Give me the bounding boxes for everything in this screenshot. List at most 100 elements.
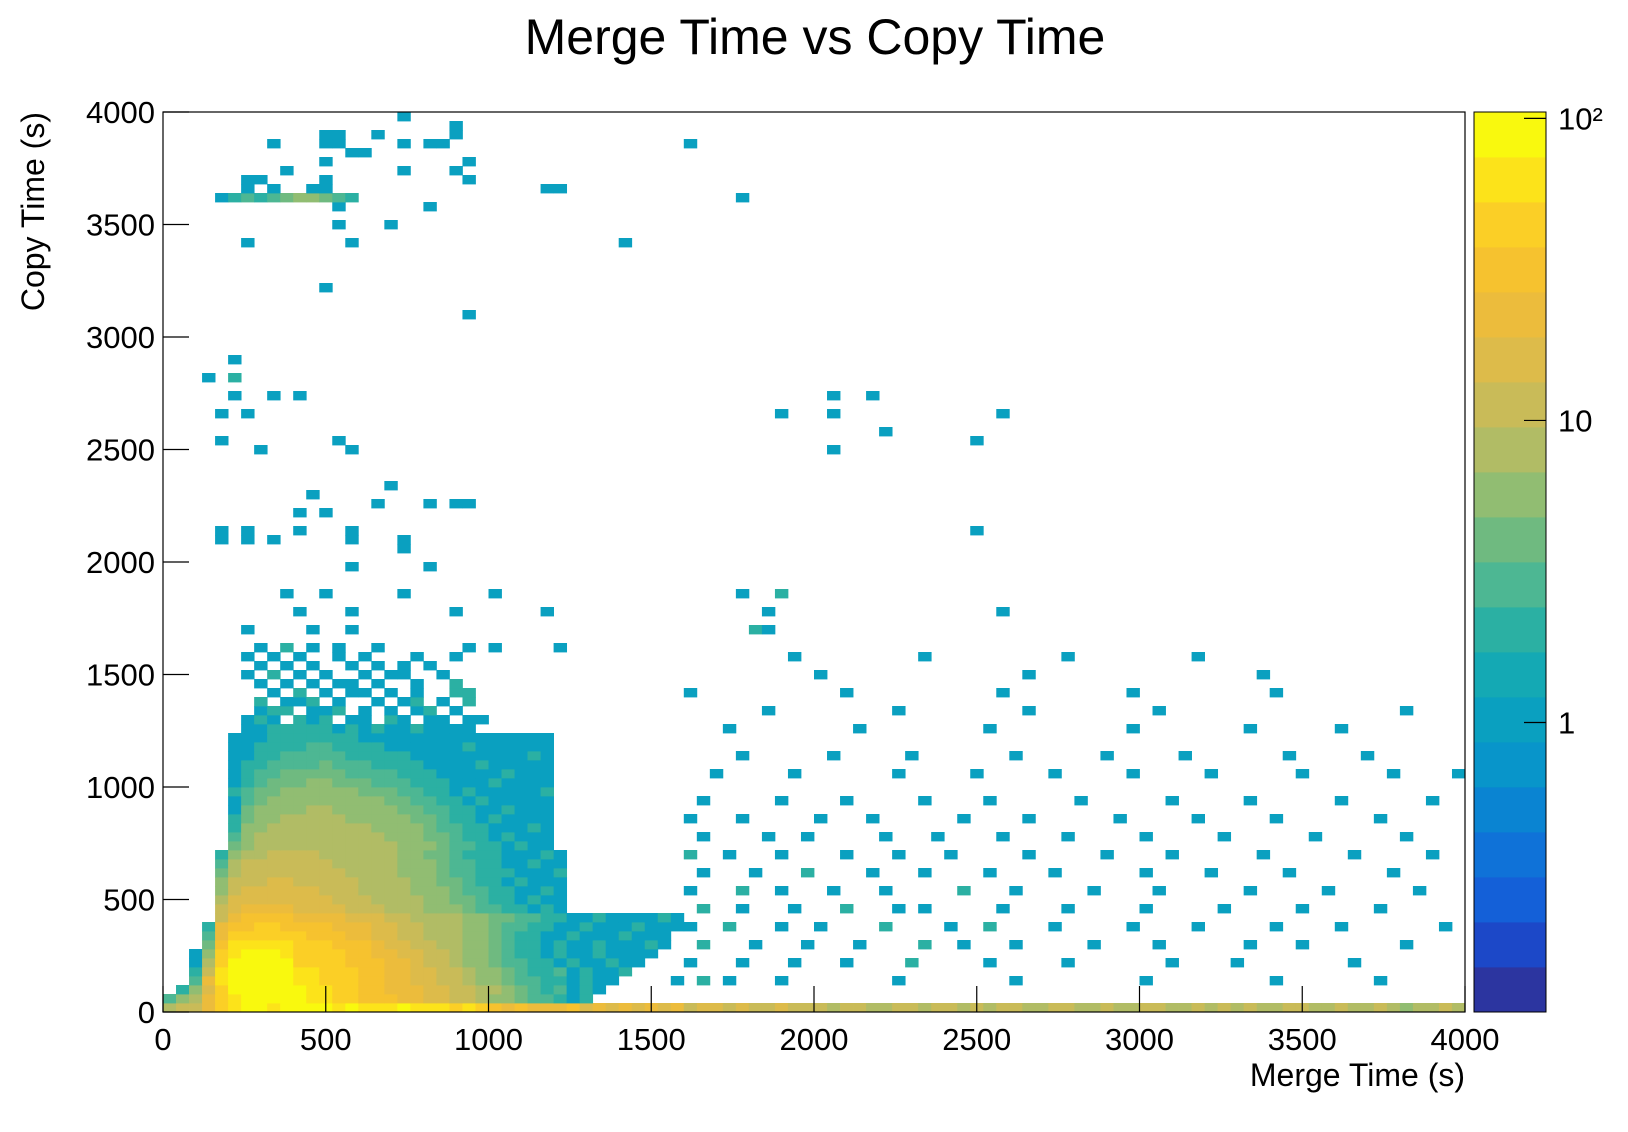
cell	[514, 967, 528, 977]
cell	[475, 742, 489, 752]
cell	[410, 994, 424, 1004]
cell	[436, 796, 450, 806]
cell	[774, 922, 789, 932]
cell	[1282, 1003, 1297, 1013]
cell	[358, 850, 372, 860]
cell	[566, 976, 581, 986]
cell	[553, 976, 568, 986]
cell	[293, 751, 307, 761]
cell	[410, 922, 424, 932]
y-tick-label: 4000	[86, 95, 155, 130]
cell	[540, 184, 554, 194]
cell	[774, 796, 789, 806]
cell	[540, 823, 554, 833]
cell	[1061, 832, 1075, 842]
cell	[918, 652, 932, 662]
cell	[280, 193, 294, 203]
cell	[410, 742, 424, 752]
cell	[163, 994, 177, 1004]
cell	[423, 877, 437, 887]
cell	[345, 931, 359, 941]
cell	[488, 805, 502, 815]
cell	[397, 922, 411, 932]
cell	[306, 904, 320, 914]
cell	[1334, 724, 1349, 734]
cell	[332, 643, 346, 653]
cell	[553, 904, 568, 914]
cell	[553, 868, 568, 878]
cell	[970, 526, 984, 536]
cell	[579, 1003, 594, 1013]
cell	[1269, 922, 1284, 932]
cell	[1243, 940, 1258, 950]
cell	[293, 697, 307, 707]
cell	[371, 661, 385, 671]
cell	[696, 976, 711, 986]
cell	[332, 940, 346, 950]
cell	[371, 904, 385, 914]
cell	[436, 967, 450, 977]
colorbar-tick-label: 10	[1558, 403, 1592, 438]
cell	[1126, 769, 1140, 779]
cell	[332, 436, 346, 446]
cell	[579, 931, 594, 941]
cell	[293, 769, 307, 779]
colorbar-tick-label: 1	[1558, 705, 1575, 740]
cell	[683, 922, 698, 932]
colorbar-tick-label: 10²	[1558, 101, 1603, 136]
cell	[241, 787, 255, 797]
cell	[345, 445, 359, 455]
cell	[293, 841, 307, 851]
cell	[358, 994, 372, 1004]
cell	[410, 1003, 424, 1013]
cell	[1165, 1003, 1179, 1013]
cell	[423, 931, 437, 941]
cell	[345, 985, 359, 995]
cell	[840, 904, 854, 914]
cell	[371, 850, 385, 860]
cell	[449, 850, 463, 860]
cell	[553, 967, 568, 977]
cell	[332, 706, 346, 716]
cell	[449, 877, 463, 887]
cell	[332, 886, 346, 896]
cell	[566, 949, 581, 959]
cell	[280, 994, 294, 1004]
cell	[358, 805, 372, 815]
cell	[670, 1003, 685, 1013]
cell	[228, 355, 242, 365]
cell	[436, 805, 450, 815]
cell	[371, 877, 385, 887]
cell	[475, 715, 489, 725]
cell	[410, 931, 424, 941]
cell	[215, 895, 229, 905]
cell	[462, 958, 476, 968]
cell	[501, 958, 515, 968]
cell	[1347, 958, 1362, 968]
cell	[241, 832, 255, 842]
cell	[280, 904, 294, 914]
cell	[267, 787, 281, 797]
cell	[462, 967, 476, 977]
cell	[735, 886, 750, 896]
cell	[345, 607, 359, 617]
cell	[735, 589, 750, 599]
cell	[319, 130, 333, 140]
cell	[228, 958, 242, 968]
cell	[293, 877, 307, 887]
cell	[996, 409, 1010, 419]
cell	[319, 805, 333, 815]
cell	[735, 751, 750, 761]
cell	[345, 958, 359, 968]
cell	[189, 1003, 203, 1013]
cell	[475, 859, 489, 869]
cell	[1009, 751, 1023, 761]
cell	[514, 823, 528, 833]
cell	[358, 859, 372, 869]
cell	[254, 877, 268, 887]
cell	[579, 958, 594, 968]
cell	[1204, 769, 1219, 779]
cell	[631, 958, 646, 968]
cell	[202, 985, 216, 995]
